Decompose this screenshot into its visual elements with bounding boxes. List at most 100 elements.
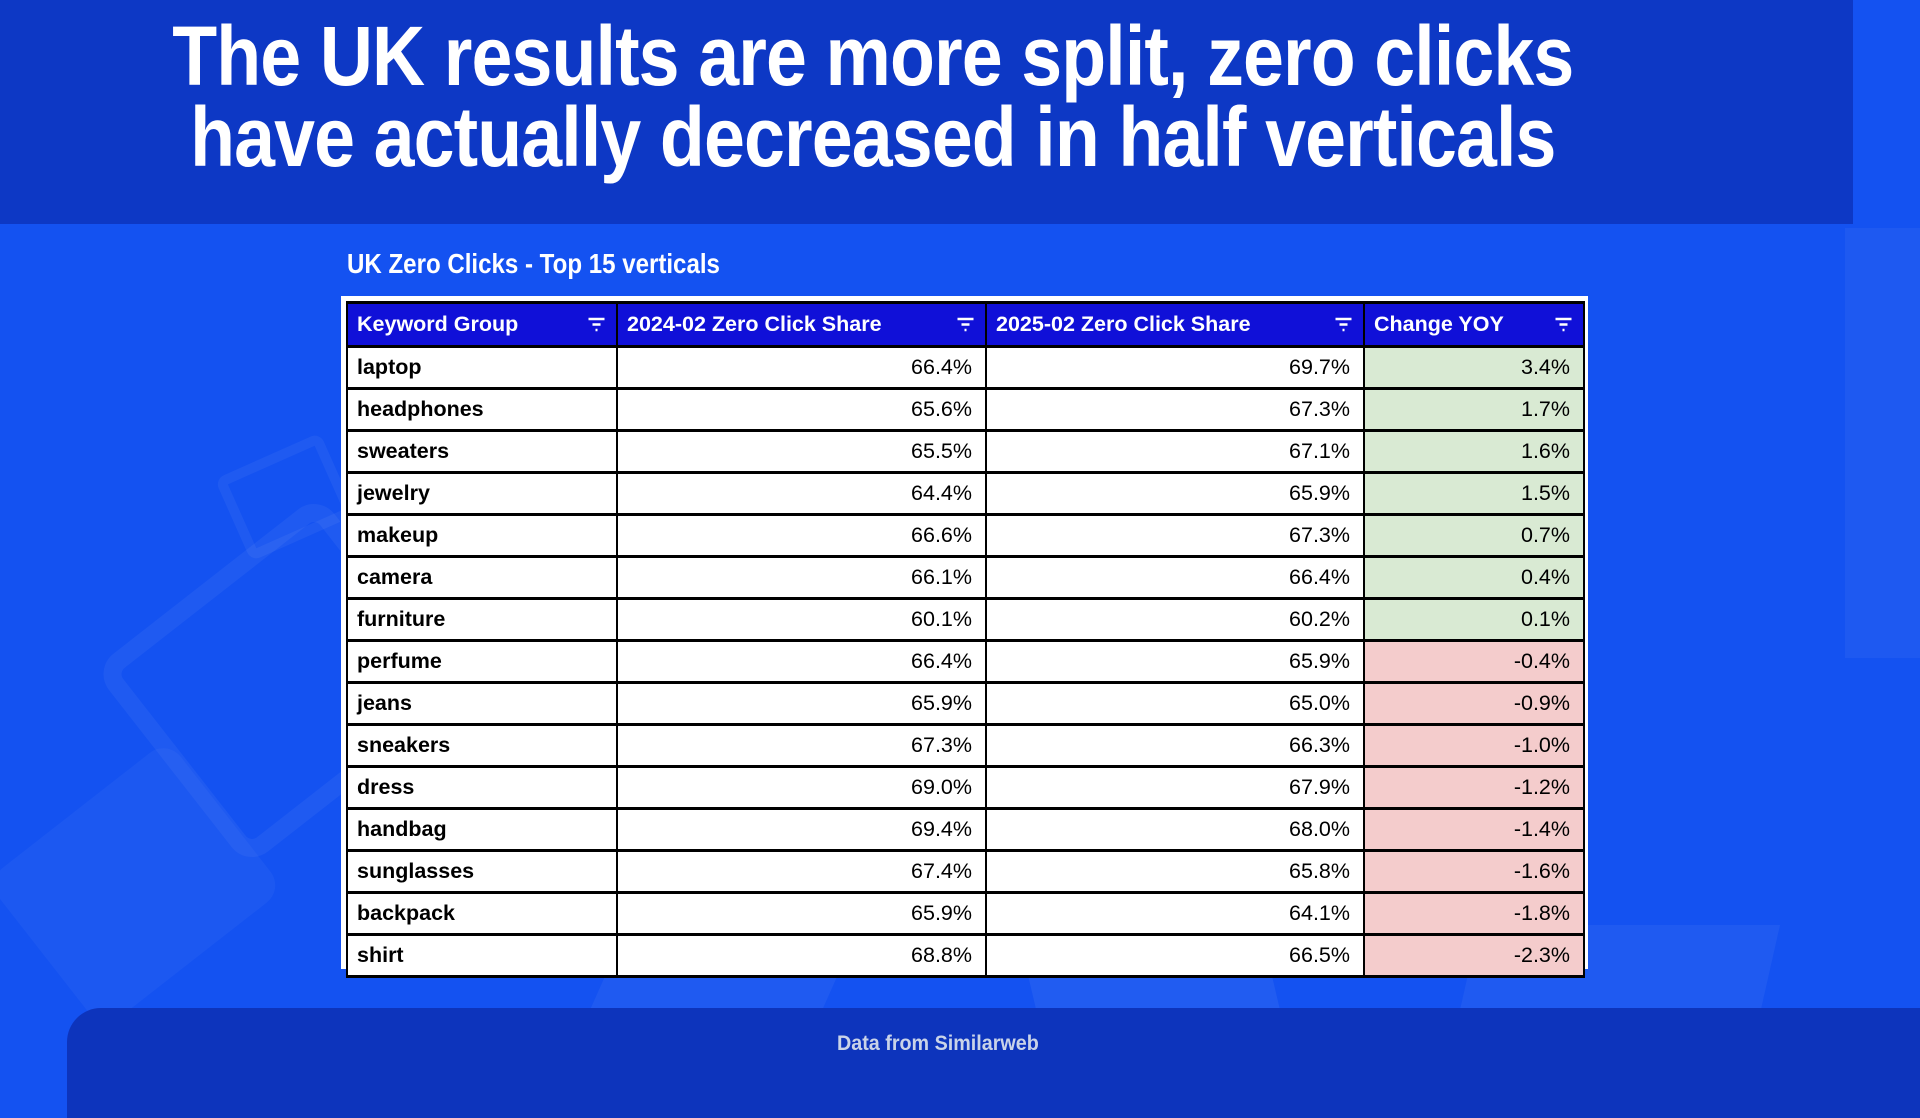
change-yoy-cell: 0.1%	[1363, 597, 1585, 642]
headline-banner: The UK results are more split, zero clic…	[0, 0, 1853, 224]
table-body: laptop 66.4% 69.7% 3.4% headphones 65.6%…	[346, 345, 1585, 978]
table-caption: UK Zero Clicks - Top 15 verticals	[347, 248, 720, 279]
table-row: sunglasses 67.4% 65.8% -1.6%	[346, 849, 1585, 894]
change-yoy-cell: 1.6%	[1363, 429, 1585, 474]
background-decoration	[0, 739, 284, 1030]
table-row: sweaters 65.5% 67.1% 1.6%	[346, 429, 1585, 474]
share-2025-cell: 60.2%	[985, 597, 1365, 642]
share-2025-cell: 69.7%	[985, 345, 1365, 390]
share-2025-cell: 67.3%	[985, 387, 1365, 432]
column-header-keyword-group: Keyword Group	[346, 301, 618, 348]
change-yoy-cell: -2.3%	[1363, 933, 1585, 978]
filter-funnel-icon[interactable]	[587, 317, 606, 332]
keyword-cell: handbag	[346, 807, 618, 852]
column-header-label: Change YOY	[1374, 312, 1504, 336]
table-row: camera 66.1% 66.4% 0.4%	[346, 555, 1585, 600]
background-decoration	[1845, 228, 1920, 658]
share-2024-cell: 65.9%	[616, 681, 987, 726]
change-yoy-cell: 0.7%	[1363, 513, 1585, 558]
share-2025-cell: 68.0%	[985, 807, 1365, 852]
share-2024-cell: 68.8%	[616, 933, 987, 978]
headline: The UK results are more split, zero clic…	[0, 9, 1746, 184]
share-2024-cell: 66.4%	[616, 345, 987, 390]
change-yoy-cell: 0.4%	[1363, 555, 1585, 600]
change-yoy-cell: -0.9%	[1363, 681, 1585, 726]
filter-funnel-icon[interactable]	[1334, 317, 1353, 332]
table-row: shirt 68.8% 66.5% -2.3%	[346, 933, 1585, 978]
column-header-label: 2025-02 Zero Click Share	[996, 312, 1251, 336]
keyword-cell: sweaters	[346, 429, 618, 474]
table-row: laptop 66.4% 69.7% 3.4%	[346, 345, 1585, 390]
keyword-cell: headphones	[346, 387, 618, 432]
keyword-cell: camera	[346, 555, 618, 600]
share-2024-cell: 67.3%	[616, 723, 987, 768]
table-header-row: Keyword Group 2024-02 Zero Click Share	[346, 301, 1585, 348]
keyword-cell: sunglasses	[346, 849, 618, 894]
filter-funnel-icon[interactable]	[1554, 317, 1573, 332]
share-2025-cell: 64.1%	[985, 891, 1365, 936]
column-header-label: Keyword Group	[357, 312, 519, 336]
footer-bar: Data from Similarweb	[67, 1008, 1920, 1118]
table-row: sneakers 67.3% 66.3% -1.0%	[346, 723, 1585, 768]
share-2025-cell: 65.9%	[985, 471, 1365, 516]
change-yoy-cell: -0.4%	[1363, 639, 1585, 684]
footer-text: Data from Similarweb	[836, 1032, 1039, 1055]
keyword-cell: sneakers	[346, 723, 618, 768]
share-2024-cell: 65.9%	[616, 891, 987, 936]
keyword-cell: laptop	[346, 345, 618, 390]
column-header-change-yoy: Change YOY	[1363, 301, 1585, 348]
keyword-cell: jewelry	[346, 471, 618, 516]
share-2024-cell: 67.4%	[616, 849, 987, 894]
zero-clicks-table: Keyword Group 2024-02 Zero Click Share	[346, 301, 1585, 978]
filter-funnel-icon[interactable]	[956, 317, 975, 332]
table-row: jeans 65.9% 65.0% -0.9%	[346, 681, 1585, 726]
keyword-cell: shirt	[346, 933, 618, 978]
change-yoy-cell: -1.0%	[1363, 723, 1585, 768]
change-yoy-cell: 1.7%	[1363, 387, 1585, 432]
column-header-2024-share: 2024-02 Zero Click Share	[616, 301, 987, 348]
column-header-label: 2024-02 Zero Click Share	[627, 312, 882, 336]
column-header-2025-share: 2025-02 Zero Click Share	[985, 301, 1365, 348]
share-2025-cell: 66.5%	[985, 933, 1365, 978]
share-2024-cell: 69.4%	[616, 807, 987, 852]
background-decoration	[214, 432, 357, 562]
share-2024-cell: 66.1%	[616, 555, 987, 600]
share-2024-cell: 65.5%	[616, 429, 987, 474]
share-2025-cell: 65.9%	[985, 639, 1365, 684]
share-2025-cell: 67.3%	[985, 513, 1365, 558]
share-2024-cell: 69.0%	[616, 765, 987, 810]
keyword-cell: furniture	[346, 597, 618, 642]
table-row: furniture 60.1% 60.2% 0.1%	[346, 597, 1585, 642]
change-yoy-cell: -1.8%	[1363, 891, 1585, 936]
keyword-cell: backpack	[346, 891, 618, 936]
table-row: handbag 69.4% 68.0% -1.4%	[346, 807, 1585, 852]
share-2025-cell: 65.8%	[985, 849, 1365, 894]
table-sheet: Keyword Group 2024-02 Zero Click Share	[341, 296, 1588, 978]
change-yoy-cell: 3.4%	[1363, 345, 1585, 390]
share-2025-cell: 66.4%	[985, 555, 1365, 600]
share-2024-cell: 66.4%	[616, 639, 987, 684]
keyword-cell: perfume	[346, 639, 618, 684]
share-2024-cell: 65.6%	[616, 387, 987, 432]
share-2025-cell: 66.3%	[985, 723, 1365, 768]
headline-line-1: The UK results are more split, zero clic…	[172, 9, 1574, 103]
change-yoy-cell: -1.2%	[1363, 765, 1585, 810]
keyword-cell: dress	[346, 765, 618, 810]
change-yoy-cell: 1.5%	[1363, 471, 1585, 516]
share-2025-cell: 67.1%	[985, 429, 1365, 474]
table-row: jewelry 64.4% 65.9% 1.5%	[346, 471, 1585, 516]
change-yoy-cell: -1.4%	[1363, 807, 1585, 852]
share-2025-cell: 65.0%	[985, 681, 1365, 726]
change-yoy-cell: -1.6%	[1363, 849, 1585, 894]
table-row: dress 69.0% 67.9% -1.2%	[346, 765, 1585, 810]
table-row: makeup 66.6% 67.3% 0.7%	[346, 513, 1585, 558]
keyword-cell: jeans	[346, 681, 618, 726]
keyword-cell: makeup	[346, 513, 618, 558]
table-row: headphones 65.6% 67.3% 1.7%	[346, 387, 1585, 432]
share-2024-cell: 60.1%	[616, 597, 987, 642]
table-row: backpack 65.9% 64.1% -1.8%	[346, 891, 1585, 936]
headline-line-2: have actually decreased in half vertical…	[190, 90, 1556, 184]
table-row: perfume 66.4% 65.9% -0.4%	[346, 639, 1585, 684]
share-2024-cell: 64.4%	[616, 471, 987, 516]
